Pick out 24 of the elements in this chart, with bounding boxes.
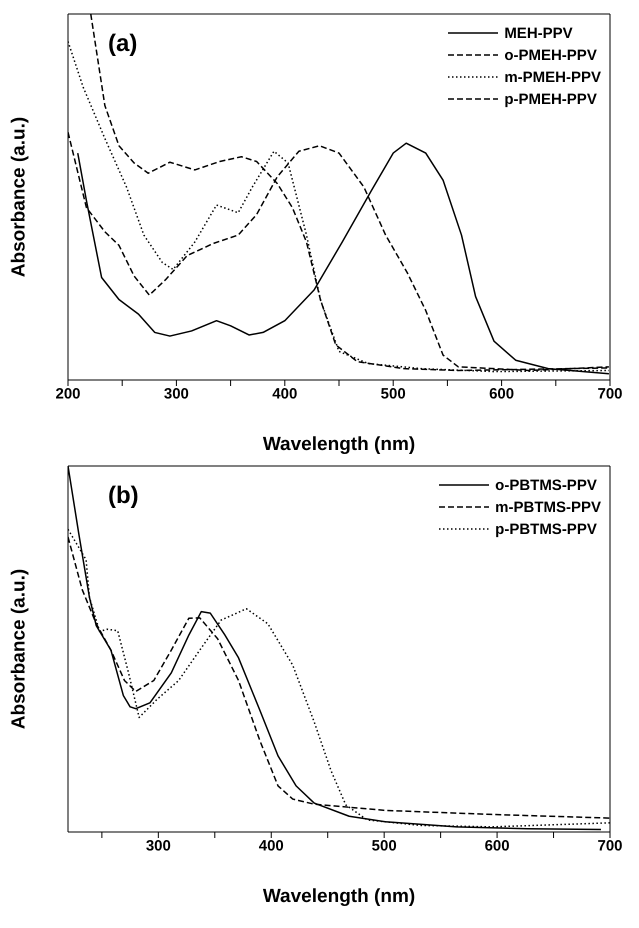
x-tick-label: 700 [597, 386, 623, 403]
legend-label: MEH-PPV [504, 24, 573, 42]
y-axis-title: Absorbance (a.u.) [8, 568, 30, 730]
x-axis-title: Wavelength (nm) [262, 886, 416, 907]
annotation: (b) [108, 482, 139, 510]
legend-label: o-PBTMS-PPV [495, 476, 597, 494]
x-axis-title: Wavelength (nm) [262, 434, 416, 455]
legend-label: m-PBTMS-PPV [495, 498, 601, 516]
x-tick-label: 700 [597, 838, 623, 855]
x-tick-label: 300 [146, 838, 171, 855]
x-tick-label: 600 [484, 838, 510, 855]
legend-label: m-PMEH-PPV [504, 68, 601, 86]
legend-label: p-PBTMS-PPV [495, 520, 597, 538]
annotation: (a) [108, 30, 138, 58]
y-axis-title: Absorbance (a.u.) [8, 116, 30, 278]
x-tick-label: 400 [258, 838, 284, 855]
legend-label: o-PMEH-PPV [504, 46, 597, 64]
x-tick-label: 200 [55, 386, 81, 403]
x-tick-label: 600 [489, 386, 514, 403]
legend-label: p-PMEH-PPV [504, 90, 597, 108]
x-tick-label: 500 [372, 838, 397, 855]
x-tick-label: 300 [164, 386, 189, 403]
x-tick-label: 500 [380, 386, 406, 403]
x-tick-label: 400 [272, 386, 298, 403]
